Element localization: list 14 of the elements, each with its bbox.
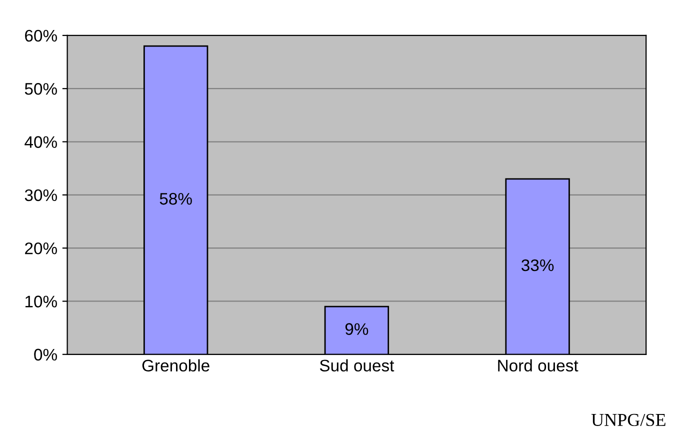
- data-label: 33%: [522, 259, 554, 272]
- y-tick-label: 40%: [24, 136, 57, 148]
- data-label: 9%: [345, 323, 368, 335]
- text: UNPG/SE: [591, 414, 666, 426]
- data-label: 58%: [160, 192, 192, 205]
- y-tick-label: 10%: [25, 296, 57, 308]
- y-tick-label: 20%: [25, 242, 57, 254]
- y-tick-label: 50%: [24, 83, 57, 95]
- y-tick-label: 0%: [34, 348, 57, 361]
- y-tick-label: 60%: [25, 30, 57, 42]
- x-tick-label: Grenoble: [142, 359, 210, 372]
- x-tick-label: Sud ouest: [320, 359, 394, 372]
- y-tick-label: 30%: [24, 189, 57, 202]
- x-tick-label: Nord ouest: [498, 359, 578, 372]
